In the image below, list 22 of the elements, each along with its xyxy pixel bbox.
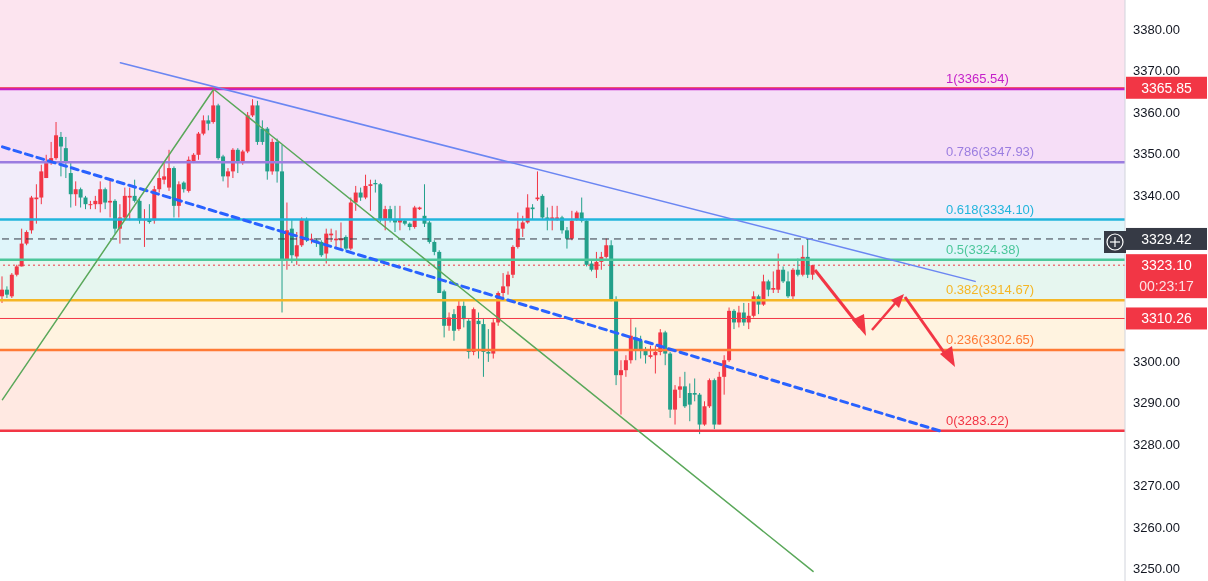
y-tick-label: 3380.00 bbox=[1133, 21, 1180, 37]
ref-line-label: 3323.10 00:23:17 bbox=[1139, 257, 1194, 295]
y-tick-label: 3360.00 bbox=[1133, 104, 1180, 120]
y-tick-label: 3260.00 bbox=[1133, 519, 1180, 535]
annotation: 0.5(3324.38) bbox=[946, 241, 1020, 257]
y-tick-label: 3370.00 bbox=[1133, 63, 1180, 79]
ref-line-label: 3365.85 bbox=[1141, 79, 1193, 96]
y-tick-label: 3270.00 bbox=[1133, 478, 1180, 494]
y-tick-label: 3290.00 bbox=[1133, 395, 1180, 411]
annotation: 0.618(3334.10) bbox=[946, 201, 1035, 217]
y-tick-label: 3350.00 bbox=[1133, 146, 1180, 162]
annotation: 0.382(3314.67) bbox=[946, 282, 1035, 298]
y-tick-label: 3280.00 bbox=[1133, 436, 1180, 452]
y-tick-label: 3340.00 bbox=[1133, 187, 1180, 203]
y-tick-label: 3250.00 bbox=[1133, 561, 1180, 577]
annotation: 0(3283.22) bbox=[946, 412, 1009, 428]
annotation: 1(3365.54) bbox=[946, 71, 1009, 87]
annotation: 0.236(3302.65) bbox=[946, 332, 1035, 348]
y-tick-label: 3300.00 bbox=[1133, 353, 1180, 369]
ref-line-label: 3329.42 bbox=[1141, 230, 1193, 247]
annotation: 0.786(3347.93) bbox=[946, 144, 1035, 160]
ref-line-label: 3310.26 bbox=[1141, 310, 1193, 327]
